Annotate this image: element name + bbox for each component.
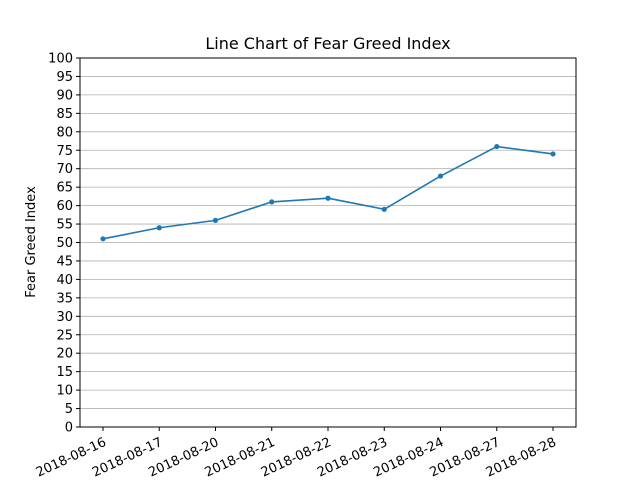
y-tick-label: 60 <box>56 199 73 214</box>
y-tick-label: 25 <box>56 328 73 343</box>
y-tick-label: 100 <box>48 52 73 67</box>
data-point <box>550 151 556 157</box>
data-point <box>100 236 106 242</box>
x-axis-ticks: 2018-08-162018-08-172018-08-202018-08-21… <box>34 427 559 481</box>
y-tick-label: 30 <box>56 310 73 325</box>
y-tick-label: 0 <box>65 421 73 436</box>
y-tick-label: 45 <box>56 254 73 269</box>
data-point <box>212 217 219 223</box>
y-tick-label: 50 <box>56 236 73 251</box>
data-point <box>381 206 387 212</box>
chart-title: Line Chart of Fear Greed Index <box>205 34 450 53</box>
series-layer <box>100 143 556 242</box>
y-tick-label: 90 <box>56 88 73 103</box>
data-point <box>494 143 500 150</box>
y-tick-label: 15 <box>56 365 73 380</box>
y-tick-label: 80 <box>56 125 73 140</box>
y-tick-label: 5 <box>65 402 73 417</box>
y-tick-label: 65 <box>56 181 73 196</box>
y-tick-label: 95 <box>56 70 73 85</box>
series-line <box>102 145 554 240</box>
data-point <box>325 195 331 201</box>
axes-frame <box>79 57 577 428</box>
y-axis-label: Fear Greed Index <box>24 186 39 298</box>
y-tick-label: 40 <box>56 273 73 288</box>
y-tick-label: 55 <box>56 218 73 233</box>
y-tick-label: 35 <box>56 291 73 306</box>
grid-lines <box>80 57 576 428</box>
y-tick-label: 20 <box>56 347 73 362</box>
y-tick-label: 75 <box>56 144 73 159</box>
data-point <box>156 225 162 231</box>
y-axis-ticks: 0 5 10 15 20 25 30 35 40 45 50 55 60 65 70 75 80 85 90 95 10… <box>48 52 80 436</box>
data-point <box>269 199 275 205</box>
y-tick-label: 85 <box>56 107 73 122</box>
y-tick-label: 70 <box>56 162 73 177</box>
data-point <box>437 173 444 179</box>
y-tick-label: 10 <box>56 384 73 399</box>
